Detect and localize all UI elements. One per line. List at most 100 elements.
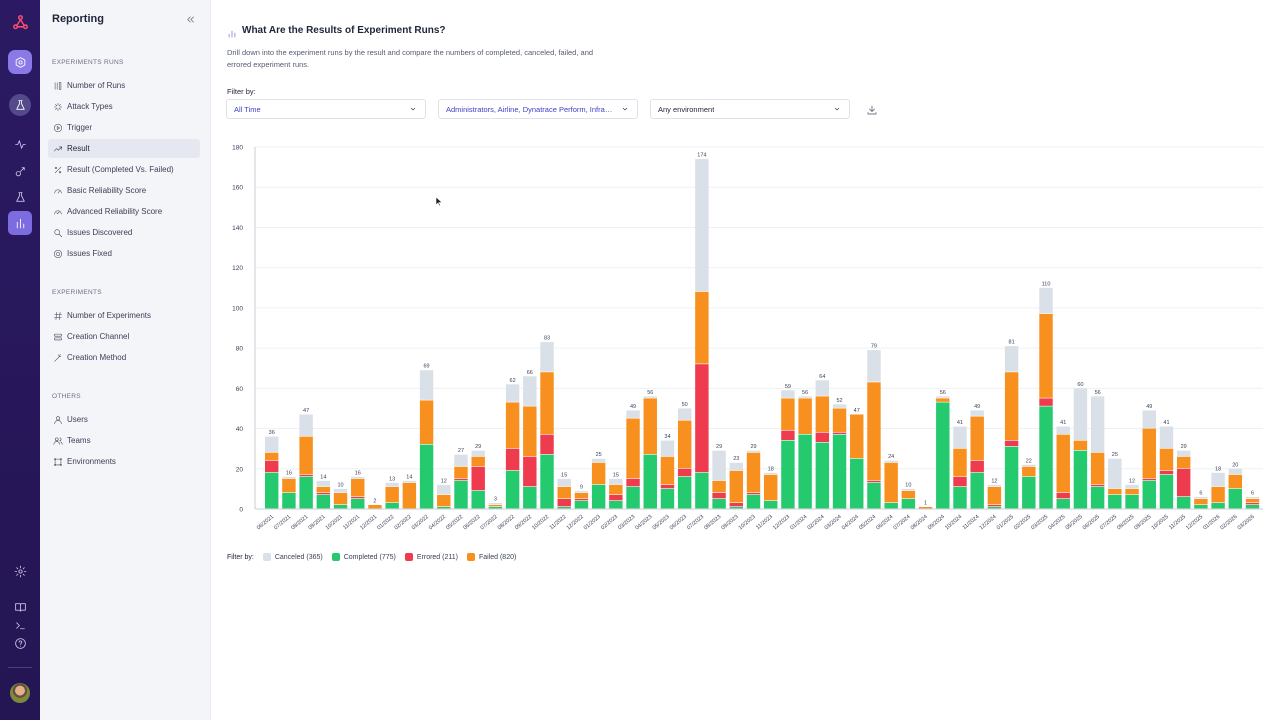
bar-segment-errored <box>351 496 365 499</box>
user-avatar[interactable] <box>10 683 30 703</box>
bar-segment-failed <box>626 418 640 479</box>
bar-segment-failed <box>574 492 589 499</box>
flask-icon[interactable] <box>8 185 32 209</box>
sidebar-item-environments[interactable]: Environments <box>48 452 200 471</box>
terminal-icon[interactable] <box>8 613 32 637</box>
sidebar-item-label: Teams <box>67 436 91 445</box>
sidebar-item-label: Issues Discovered <box>67 228 133 237</box>
bar-segment-canceled <box>591 458 606 463</box>
x-tick-label: 12/2022 <box>566 514 585 531</box>
bar-total-label: 62 <box>510 378 516 384</box>
teams-select[interactable]: Administrators, Airline, Dynatrace Perfo… <box>438 99 638 119</box>
help-icon[interactable] <box>8 631 32 655</box>
y-tick-label: 20 <box>236 466 244 473</box>
environment-select[interactable]: Any environment <box>650 99 850 119</box>
user-icon <box>54 415 62 424</box>
legend-item-completed[interactable]: Completed (775) <box>331 553 396 561</box>
legend-item-canceled[interactable]: Canceled (365) <box>262 553 323 561</box>
sidebar-item-issues-discovered[interactable]: Issues Discovered <box>48 223 200 242</box>
x-tick-label: 05/2024 <box>858 514 877 531</box>
x-tick-label: 10/2025 <box>1151 514 1170 531</box>
bar-segment-completed <box>437 506 451 509</box>
sidebar-item-trigger[interactable]: Trigger <box>48 118 200 137</box>
bar-total-label: 10 <box>337 482 343 488</box>
docs-book-icon[interactable] <box>8 595 32 619</box>
bar-segment-completed <box>385 502 399 509</box>
collapse-sidebar-button[interactable] <box>185 12 199 26</box>
x-tick-label: 10/2022 <box>531 514 550 531</box>
reporting-icon[interactable] <box>8 211 32 235</box>
bar-segment-failed <box>970 416 984 461</box>
bar-total-label: 64 <box>819 374 825 380</box>
bar-total-label: 79 <box>871 344 877 350</box>
x-tick-label: 05/2022 <box>445 514 464 531</box>
legend-item-errored[interactable]: Errored (211) <box>404 553 458 561</box>
activity-icon[interactable] <box>8 132 32 156</box>
sidebar-item-label: Attack Types <box>67 102 113 111</box>
sidebar-item-attack-types[interactable]: Attack Types <box>48 97 200 116</box>
bar-total-label: 56 <box>1095 390 1101 396</box>
gauge-icon <box>54 189 62 193</box>
sidebar-item-advanced-reliability-score[interactable]: Advanced Reliability Score <box>48 202 200 221</box>
sidebar-item-creation-method[interactable]: Creation Method <box>48 348 200 367</box>
organization-icon[interactable] <box>8 50 32 74</box>
bar-segment-failed <box>884 462 898 503</box>
bar-segment-failed <box>850 414 864 459</box>
bar-total-label: 47 <box>854 408 860 414</box>
bar-total-label: 83 <box>544 336 550 342</box>
sidebar-item-users[interactable]: Users <box>48 410 200 429</box>
experiments-home-icon[interactable] <box>9 94 31 116</box>
sidebar-item-result[interactable]: Result <box>48 139 200 158</box>
sidebar-item-issues-fixed[interactable]: Issues Fixed <box>48 244 200 263</box>
bar-segment-canceled <box>1194 496 1208 499</box>
x-tick-label: 08/2021 <box>290 514 309 531</box>
sidebar-item-number-of-experiments[interactable]: Number of Experiments <box>48 306 200 325</box>
sidebar-item-result-completed-vs-failed[interactable]: Result (Completed Vs. Failed) <box>48 160 200 179</box>
bar-segment-completed <box>987 506 1002 509</box>
double-chevron-left-icon <box>187 16 194 23</box>
sidebar-item-number-of-runs[interactable]: Number of Runs <box>48 76 200 95</box>
bar-segment-completed <box>1159 474 1174 509</box>
bar-total-label: 59 <box>785 384 791 390</box>
bar-segment-failed <box>918 506 933 509</box>
bar-segment-completed <box>643 454 657 509</box>
bar-total-label: 15 <box>613 472 619 478</box>
bar-segment-completed <box>333 504 348 509</box>
bar-segment-failed <box>1142 428 1156 479</box>
bar-segment-errored <box>660 484 675 489</box>
bar-segment-failed <box>712 480 726 493</box>
bar-total-label: 50 <box>682 402 688 408</box>
sidebar-item-teams[interactable]: Teams <box>48 431 200 450</box>
bar-segment-errored <box>299 474 313 477</box>
bar-segment-canceled <box>1211 472 1225 487</box>
bar-total-label: 18 <box>768 466 774 472</box>
bar-chart-icon <box>227 26 237 38</box>
bar-segment-errored <box>695 364 709 473</box>
app-rail <box>0 0 40 720</box>
x-tick-label: 12/2024 <box>979 514 998 531</box>
bar-total-label: 2 <box>373 498 376 504</box>
sidebar-item-basic-reliability-score[interactable]: Basic Reliability Score <box>48 181 200 200</box>
results-stacked-bar-chart: 0204060801001201401601803606/20211607/20… <box>232 145 1263 531</box>
legend-filter-label: Filter by: <box>227 553 254 561</box>
y-tick-label: 40 <box>236 426 244 433</box>
time-range-select[interactable]: All Time <box>226 99 426 119</box>
hash-icon <box>53 311 63 320</box>
bar-segment-errored <box>574 498 589 501</box>
x-tick-label: 02/2022 <box>394 514 413 531</box>
bar-segment-errored <box>265 460 279 473</box>
legend-item-failed[interactable]: Failed (820) <box>466 553 516 561</box>
sidebar-item-creation-channel[interactable]: Creation Channel <box>48 327 200 346</box>
bar-segment-canceled <box>712 450 726 481</box>
sidebar-section-experiments: EXPERIMENTS <box>52 289 102 296</box>
settings-gear-icon[interactable] <box>8 559 32 583</box>
app-logo-icon[interactable] <box>8 10 32 34</box>
x-tick-label: 11/2025 <box>1168 514 1187 531</box>
download-button[interactable] <box>866 103 878 115</box>
attacks-icon[interactable] <box>8 159 32 183</box>
bar-segment-canceled <box>471 450 485 457</box>
bar-segment-canceled <box>1245 496 1260 499</box>
bar-segment-failed <box>695 291 709 364</box>
bar-segment-failed <box>1090 452 1105 485</box>
bar-segment-completed <box>1142 480 1156 509</box>
